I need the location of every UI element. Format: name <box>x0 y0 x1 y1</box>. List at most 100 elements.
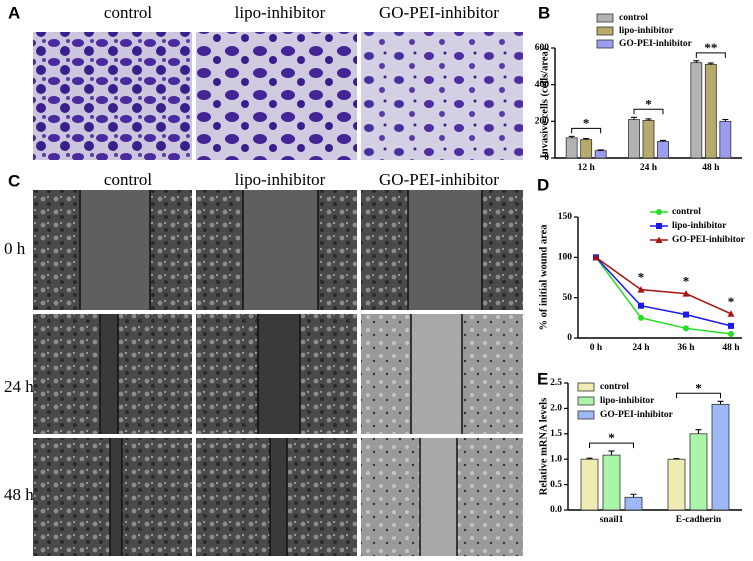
micrograph <box>361 32 523 160</box>
bar <box>580 458 599 511</box>
bar <box>628 119 640 159</box>
y-tick-label: 2.5 <box>550 378 562 388</box>
legend-label: control <box>672 207 701 217</box>
wound-area <box>110 438 122 556</box>
bar <box>711 403 730 511</box>
column-header: control <box>104 3 152 22</box>
point <box>592 253 600 261</box>
error-bar <box>597 149 604 151</box>
wound-area <box>243 190 318 310</box>
bar <box>624 496 643 511</box>
bar <box>657 141 669 159</box>
point <box>637 286 645 293</box>
column-header: lipo-inhibitor <box>235 170 326 189</box>
significance-mark: * <box>728 294 735 309</box>
y-tick-label: 150 <box>558 212 573 222</box>
x-tick-label: snail1 <box>600 515 624 525</box>
error-bar <box>673 458 680 460</box>
legend-marker <box>655 236 663 243</box>
x-tick-label: 0 h <box>590 343 603 353</box>
bar <box>594 150 607 159</box>
significance-mark: * <box>695 380 702 395</box>
error-bar <box>608 450 615 456</box>
series-line <box>595 256 732 335</box>
y-tick-label: 1.0 <box>550 454 562 464</box>
significance-bracket <box>571 127 602 134</box>
error-bar <box>630 493 637 498</box>
x-tick-label: 48 h <box>722 343 740 353</box>
legend-label: control <box>619 13 648 23</box>
series-line <box>595 256 732 315</box>
y-tick-label: 100 <box>558 253 573 263</box>
y-tick-label: 200 <box>535 117 550 127</box>
x-tick-label: 36 h <box>677 343 695 353</box>
x-tick-label: 12 h <box>578 163 596 173</box>
y-tick-label: 1.5 <box>550 429 562 439</box>
significance-mark: * <box>683 274 690 289</box>
y-tick-label: 0.0 <box>550 505 562 515</box>
y-tick-label: 400 <box>535 80 550 90</box>
error-bar <box>583 138 590 140</box>
significance-mark: ** <box>704 40 717 55</box>
panel-label: C <box>8 171 20 190</box>
error-bar <box>586 457 593 460</box>
x-tick-label: E-cadherin <box>676 515 722 525</box>
legend-marker <box>656 209 662 215</box>
error-bar <box>707 62 714 65</box>
y-tick-label: 600 <box>535 43 550 53</box>
legend-label: GO-PEI-inhibitor <box>600 410 674 420</box>
legend-swatch <box>577 382 595 392</box>
row-label: 0 h <box>4 239 26 258</box>
micrograph <box>196 32 357 160</box>
error-bar <box>722 118 729 122</box>
legend-swatch <box>577 410 595 420</box>
y-tick-label: 2.0 <box>550 404 562 414</box>
point <box>638 302 644 309</box>
legend-label: lipo-inhibitor <box>672 221 727 231</box>
significance-mark: * <box>638 270 645 285</box>
significance-mark: * <box>583 115 590 130</box>
significance-bracket <box>633 108 664 115</box>
legend-swatch <box>596 13 614 23</box>
point <box>728 330 734 337</box>
error-bar <box>631 116 637 120</box>
x-tick-label: 24 h <box>632 343 650 353</box>
bar <box>565 137 578 159</box>
legend-label: lipo-inhibitor <box>619 26 674 36</box>
error-bar <box>695 429 702 434</box>
panel-label: B <box>538 3 550 22</box>
micrograph <box>33 32 192 160</box>
y-axis-label: % of initial wound area <box>538 224 549 331</box>
significance-bracket <box>589 442 634 449</box>
bar <box>580 139 593 159</box>
wound-area <box>411 314 462 434</box>
point <box>682 290 690 297</box>
significance-mark: * <box>608 430 615 445</box>
point <box>683 311 689 318</box>
bar <box>689 433 708 511</box>
wound-area <box>420 438 457 556</box>
panel-label: A <box>8 3 20 22</box>
series-line <box>595 256 732 327</box>
legend-label: lipo-inhibitor <box>600 396 655 406</box>
error-bar <box>660 139 666 142</box>
y-tick-label: 0 <box>567 333 572 343</box>
point <box>728 322 734 329</box>
column-header: GO-PEI-inhibitor <box>379 170 499 189</box>
bar <box>719 120 732 159</box>
bar <box>642 120 655 159</box>
wound-area <box>270 438 287 556</box>
x-tick-label: 48 h <box>702 163 720 173</box>
column-header: GO-PEI-inhibitor <box>379 3 499 22</box>
y-tick-label: 0 <box>544 153 549 163</box>
wound-area <box>100 314 118 434</box>
column-header: lipo-inhibitor <box>235 3 326 22</box>
panel-label: D <box>537 175 549 194</box>
significance-mark: * <box>645 96 652 111</box>
legend-swatch <box>596 39 614 49</box>
bar <box>690 62 703 159</box>
point <box>727 310 735 317</box>
bar <box>667 458 686 511</box>
column-header: control <box>104 170 152 189</box>
